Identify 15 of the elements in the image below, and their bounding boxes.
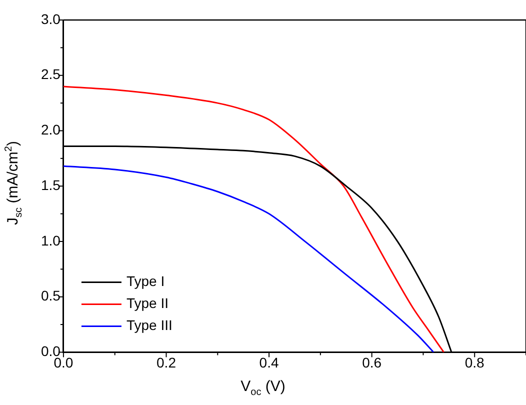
x-axis-title: V$_{oc}$ (V): [240, 378, 286, 398]
y-tick-label: 1.5: [40, 176, 61, 193]
x-tick-label: 0.4: [259, 354, 279, 370]
x-tick-label: 0.8: [464, 354, 485, 370]
y-tick-label: 3.0: [40, 10, 61, 27]
y-tick-label: 2.0: [40, 122, 61, 138]
y-tick-label: 1.0: [40, 232, 61, 248]
legend-label: Type III: [126, 317, 172, 334]
legend-label: Type II: [126, 295, 168, 312]
line-series: [63, 86, 445, 352]
x-tick-label: 0.6: [362, 354, 382, 370]
y-tick-label: 2.5: [40, 66, 61, 82]
legend-label: Type I: [126, 273, 165, 290]
x-tick-label: 0.2: [156, 354, 176, 370]
y-tick-label: 0.5: [40, 288, 61, 304]
